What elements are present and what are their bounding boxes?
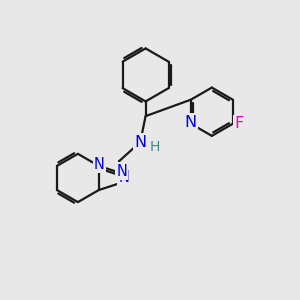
Text: N: N	[94, 157, 105, 172]
Text: N: N	[116, 164, 127, 178]
Text: N: N	[134, 134, 146, 149]
Text: N: N	[119, 170, 130, 185]
Text: N: N	[185, 115, 197, 130]
Text: F: F	[235, 116, 244, 131]
Text: H: H	[149, 140, 160, 154]
